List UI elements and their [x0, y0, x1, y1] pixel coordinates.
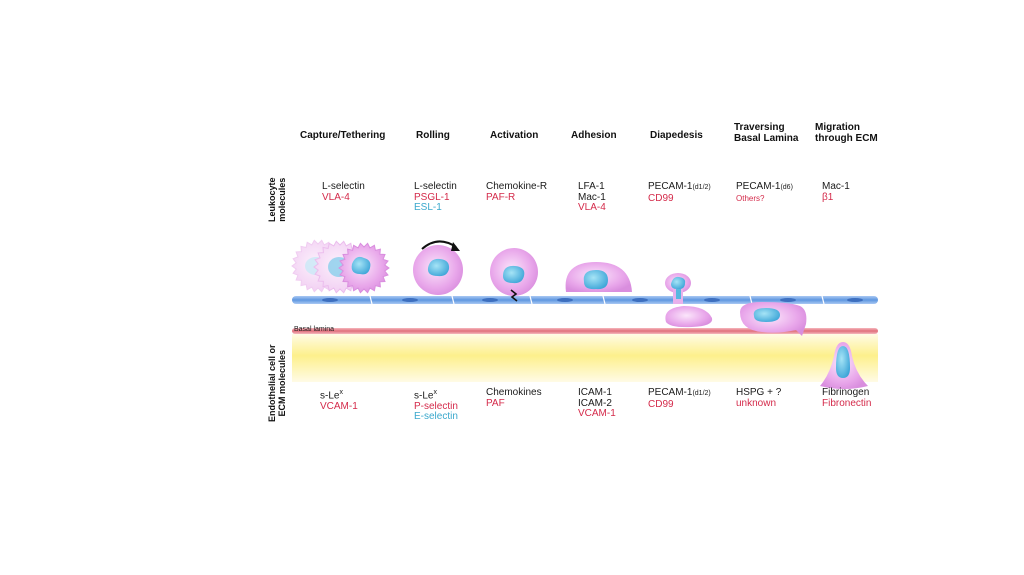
- basal-lamina-label: Basal lamina: [294, 326, 335, 333]
- leukocyte-molecules-rolling-item: PSGL-1: [414, 191, 450, 203]
- leukocyte-molecules-migration: Mac-1 β1: [822, 181, 850, 203]
- leukocyte-molecules-migration-item: Mac-1: [822, 181, 850, 192]
- endothelial-molecules-adhesion-item: VCAM-1: [578, 408, 616, 419]
- endothelial-molecules-activation-item: Chemokines: [486, 387, 542, 398]
- leukocyte-molecules-activation-item: Chemokine-R: [486, 181, 548, 192]
- stage-title-rolling: Rolling: [416, 130, 450, 141]
- leukocyte-molecules-capture-item: L-selectin: [322, 181, 365, 192]
- endothelial-molecules-diapedesis-item: PECAM-1(d1/2): [648, 387, 711, 398]
- endothelial-molecules-adhesion-item: ICAM-2: [578, 397, 612, 409]
- endothelial-molecules-rolling-item: s-Lex: [414, 389, 437, 402]
- leukocyte-molecules-capture-item: VLA-4: [322, 191, 350, 203]
- leukocyte-molecules-adhesion-item: LFA-1: [578, 181, 605, 192]
- endothelial-molecules-rolling-item: E-selectin: [414, 411, 458, 423]
- stage-title-adhesion: Adhesion: [571, 130, 617, 141]
- leukocyte-molecules-migration-item: β1: [822, 191, 834, 203]
- leukocyte-molecules-traversing-item: PECAM-1(d6): [736, 181, 793, 192]
- tethering-cell-3: [338, 242, 390, 294]
- leukocyte-molecules-adhesion-item: VLA-4: [578, 202, 606, 213]
- endothelial-layer: [292, 296, 878, 304]
- leukocyte-molecules-traversing-item: Others?: [736, 193, 765, 203]
- endothelial-molecules-activation: Chemokines PAF: [486, 387, 542, 409]
- leukocyte-molecules-rolling-item: ESL-1: [414, 202, 442, 213]
- ecm-layer: [292, 334, 878, 382]
- endothelial-molecules-capture: s-Lex VCAM-1: [320, 388, 358, 412]
- activation-cell: [490, 248, 538, 302]
- leukocyte-molecules-rolling-item: L-selectin: [414, 181, 457, 192]
- activation-signal: [510, 289, 518, 302]
- leukocyte-molecules-capture: L-selectin VLA-4: [322, 181, 365, 203]
- leukocyte-molecules-activation: Chemokine-R PAF-R: [486, 181, 548, 203]
- endothelial-molecules-label: Endothelial cell or ECM molecules: [267, 344, 287, 422]
- endothelial-molecules-traversing-item: HSPG + ?: [736, 387, 782, 398]
- leukocyte-molecules-activation-item: PAF-R: [486, 191, 516, 203]
- endothelial-molecules-rolling: s-Lex P-selectin E-selectin: [414, 388, 458, 423]
- rolling-cell: [413, 240, 463, 295]
- stage-title-traversing: Traversing Basal Lamina: [734, 122, 799, 144]
- endothelial-molecules-adhesion: ICAM-1 ICAM-2 VCAM-1: [578, 387, 616, 420]
- endothelial-molecules-migration: Fibrinogen Fibronectin: [822, 387, 872, 409]
- endothelial-molecules-adhesion-item: ICAM-1: [578, 387, 612, 398]
- endothelial-molecules-rolling-item: P-selectin: [414, 400, 458, 412]
- leukocyte-molecules-label: Leukocyte molecules: [267, 177, 287, 222]
- leukocyte-molecules-adhesion-item: Mac-1: [578, 191, 606, 203]
- stage-title-activation: Activation: [490, 130, 539, 141]
- diapedesis-cell: [665, 273, 713, 328]
- stage-title-migration: Migration through ECM: [815, 122, 878, 144]
- endothelial-molecules-capture-item: s-Lex: [320, 389, 343, 402]
- leukocyte-molecules-diapedesis: PECAM-1(d1/2) CD99: [648, 181, 711, 204]
- endothelial-molecules-migration-item: Fibronectin: [822, 397, 872, 409]
- migrating-cell: [820, 342, 868, 389]
- leukocyte-molecules-traversing: PECAM-1(d6) Others?: [736, 181, 793, 204]
- traversing-cell: [740, 302, 807, 336]
- leukocyte-molecules-diapedesis-item: PECAM-1(d1/2): [648, 181, 711, 192]
- stage-title-capture: Capture/Tethering: [300, 130, 386, 141]
- leukocyte-molecules-diapedesis-item: CD99: [648, 192, 674, 204]
- endothelial-molecules-traversing: HSPG + ? unknown: [736, 387, 782, 409]
- endothelial-nuclei: [322, 298, 863, 302]
- leukocyte-molecules-adhesion: LFA-1 Mac-1 VLA-4: [578, 181, 606, 214]
- adhesion-cell: [565, 262, 632, 292]
- endothelial-molecules-diapedesis-item: CD99: [648, 398, 674, 410]
- endothelial-molecules-capture-item: VCAM-1: [320, 400, 358, 412]
- basal-lamina: [292, 328, 878, 334]
- leukocyte-molecules-rolling: L-selectin PSGL-1 ESL-1: [414, 181, 457, 214]
- stage-title-diapedesis: Diapedesis: [650, 130, 703, 141]
- endothelial-molecules-activation-item: PAF: [486, 397, 505, 409]
- endothelial-molecules-traversing-item: unknown: [736, 397, 777, 409]
- endothelial-molecules-migration-item: Fibrinogen: [822, 387, 870, 398]
- endothelial-molecules-diapedesis: PECAM-1(d1/2) CD99: [648, 387, 711, 410]
